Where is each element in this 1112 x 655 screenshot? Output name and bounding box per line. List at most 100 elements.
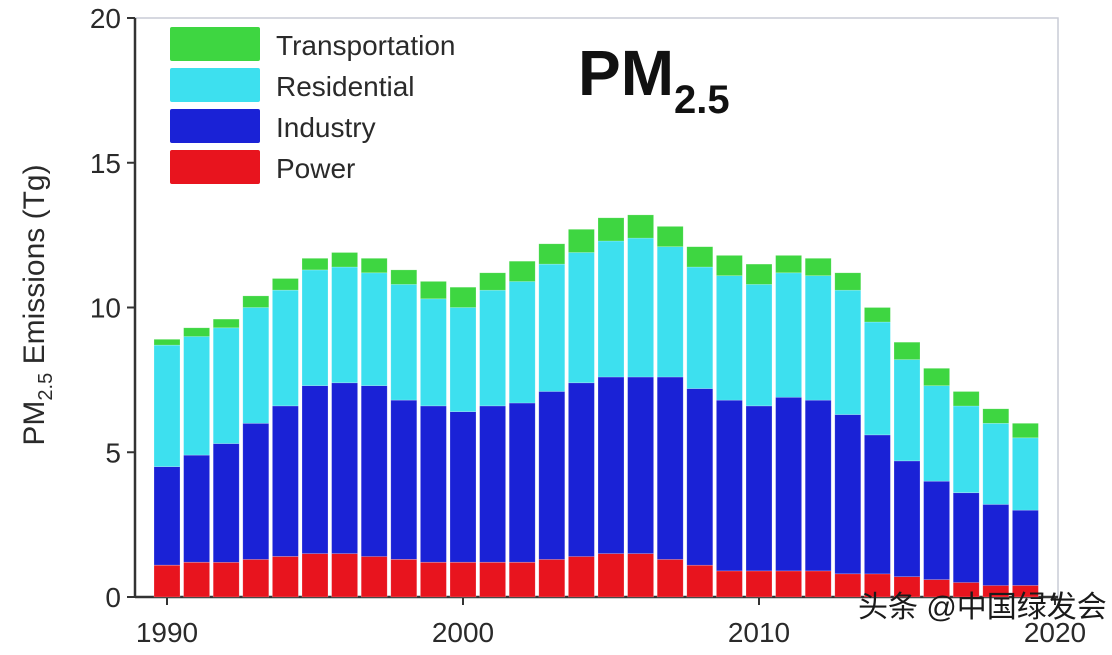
bar-segment-residential-2000 bbox=[449, 307, 477, 412]
bar-segment-transportation-1991 bbox=[183, 327, 210, 337]
bar-segment-residential-2011 bbox=[775, 272, 802, 398]
bar-segment-transportation-2010 bbox=[745, 263, 773, 285]
y-tick-label: 10 bbox=[90, 293, 121, 324]
bar-segment-transportation-2016 bbox=[923, 367, 950, 386]
bar-segment-power-2003 bbox=[538, 559, 566, 598]
bar-segment-transportation-1995 bbox=[301, 257, 329, 271]
bar-segment-industry-2006 bbox=[627, 376, 654, 554]
bar-segment-industry-2002 bbox=[508, 402, 536, 563]
y-axis-label-suffix: Emissions (Tg) bbox=[18, 164, 51, 372]
bar-segment-power-2001 bbox=[479, 561, 506, 598]
bar-segment-industry-1990 bbox=[153, 466, 181, 566]
bar-segment-residential-2013 bbox=[834, 289, 862, 415]
bar-segment-power-2002 bbox=[508, 561, 536, 598]
bar-segment-industry-2014 bbox=[864, 434, 891, 575]
bar-segment-industry-2018 bbox=[982, 504, 1010, 586]
x-tick-label: 2010 bbox=[728, 617, 790, 648]
bar-segment-transportation-2013 bbox=[834, 272, 862, 291]
legend-swatch-residential bbox=[170, 68, 260, 102]
bar-segment-power-1999 bbox=[420, 561, 447, 598]
bar-segment-industry-2004 bbox=[568, 382, 595, 557]
bar-segment-industry-1995 bbox=[301, 385, 329, 554]
bar-segment-industry-2017 bbox=[952, 492, 980, 583]
bar-segment-power-2009 bbox=[716, 570, 743, 598]
bar-segment-transportation-2006 bbox=[627, 214, 654, 239]
bar-segment-transportation-2004 bbox=[568, 229, 595, 253]
bar-segment-industry-1997 bbox=[360, 385, 388, 557]
bar-segment-industry-2009 bbox=[716, 399, 743, 572]
bar-segment-power-1991 bbox=[183, 561, 210, 598]
y-axis-label-subscript: 2.5 bbox=[35, 373, 57, 401]
legend-label-industry: Industry bbox=[276, 112, 376, 143]
bar-segment-power-2008 bbox=[686, 564, 714, 598]
y-tick-label: 15 bbox=[90, 148, 121, 179]
legend-label-residential: Residential bbox=[276, 71, 415, 102]
bar-segment-residential-1993 bbox=[242, 307, 270, 424]
y-axis-label-main: PM bbox=[18, 401, 51, 446]
chart-title: PM2.5 bbox=[578, 37, 730, 122]
legend-swatch-industry bbox=[170, 109, 260, 143]
bar-segment-transportation-2005 bbox=[597, 217, 625, 242]
bar-segment-residential-2005 bbox=[597, 240, 625, 378]
y-tick-label: 5 bbox=[105, 437, 121, 468]
bars-group bbox=[153, 214, 1039, 598]
bar-segment-industry-2011 bbox=[775, 396, 802, 572]
bar-segment-industry-1993 bbox=[242, 422, 270, 560]
bar-segment-residential-2004 bbox=[568, 252, 595, 384]
bar-segment-power-1995 bbox=[301, 553, 329, 598]
y-tick-label: 20 bbox=[90, 3, 121, 34]
bar-segment-transportation-2007 bbox=[656, 226, 684, 247]
bar-segment-industry-1999 bbox=[420, 405, 447, 563]
bar-segment-industry-1994 bbox=[272, 405, 299, 557]
bar-segment-transportation-2015 bbox=[893, 341, 921, 360]
bar-segment-residential-1990 bbox=[153, 344, 181, 468]
bar-segment-residential-2012 bbox=[804, 275, 832, 401]
chart-title-subscript: 2.5 bbox=[674, 78, 730, 122]
bar-segment-residential-2008 bbox=[686, 266, 714, 389]
bar-segment-transportation-1997 bbox=[360, 257, 388, 274]
bar-segment-residential-1998 bbox=[390, 283, 418, 401]
bar-segment-power-2000 bbox=[449, 561, 477, 598]
bar-segment-power-2013 bbox=[834, 573, 862, 598]
bar-segment-power-1992 bbox=[212, 561, 240, 598]
bar-segment-industry-2013 bbox=[834, 414, 862, 575]
bar-segment-residential-2001 bbox=[479, 289, 506, 407]
legend-label-transportation: Transportation bbox=[276, 30, 456, 61]
bar-segment-industry-2019 bbox=[1012, 509, 1039, 586]
bar-segment-industry-2005 bbox=[597, 376, 625, 554]
bar-segment-power-2004 bbox=[568, 556, 595, 598]
bar-segment-transportation-1990 bbox=[153, 338, 181, 346]
bar-segment-industry-2003 bbox=[538, 391, 566, 560]
bar-segment-residential-1997 bbox=[360, 272, 388, 386]
bar-segment-transportation-2014 bbox=[864, 307, 891, 323]
bar-segment-transportation-1994 bbox=[272, 278, 299, 291]
bar-segment-residential-1994 bbox=[272, 289, 299, 407]
y-tick-label: 0 bbox=[105, 582, 121, 613]
bar-segment-power-1998 bbox=[390, 559, 418, 598]
bar-segment-residential-1992 bbox=[212, 327, 240, 444]
bar-segment-residential-1991 bbox=[183, 336, 210, 456]
bar-segment-power-2011 bbox=[775, 570, 802, 598]
bar-segment-industry-2000 bbox=[449, 411, 477, 563]
bar-segment-residential-2007 bbox=[656, 246, 684, 378]
legend-label-power: Power bbox=[276, 153, 355, 184]
bar-segment-industry-2015 bbox=[893, 460, 921, 577]
bar-segment-industry-1992 bbox=[212, 443, 240, 563]
bar-segment-industry-2012 bbox=[804, 399, 832, 572]
bar-segment-industry-2007 bbox=[656, 376, 684, 560]
bar-segment-transportation-2017 bbox=[952, 391, 980, 407]
bar-segment-residential-2016 bbox=[923, 385, 950, 482]
bar-segment-power-2010 bbox=[745, 570, 773, 598]
bar-segment-transportation-2000 bbox=[449, 286, 477, 308]
bar-segment-transportation-2019 bbox=[1012, 422, 1039, 439]
bar-segment-residential-2017 bbox=[952, 405, 980, 493]
bar-segment-power-1990 bbox=[153, 564, 181, 598]
chart-axes: 0 5 10 15 20 1990 2000 2010 2020 bbox=[90, 3, 1086, 648]
bar-segment-residential-2018 bbox=[982, 422, 1010, 505]
bar-segment-transportation-2001 bbox=[479, 272, 506, 291]
bar-segment-residential-2014 bbox=[864, 321, 891, 436]
bar-segment-residential-1995 bbox=[301, 269, 329, 386]
bar-segment-transportation-1996 bbox=[331, 252, 358, 268]
bar-segment-transportation-1999 bbox=[420, 281, 447, 300]
